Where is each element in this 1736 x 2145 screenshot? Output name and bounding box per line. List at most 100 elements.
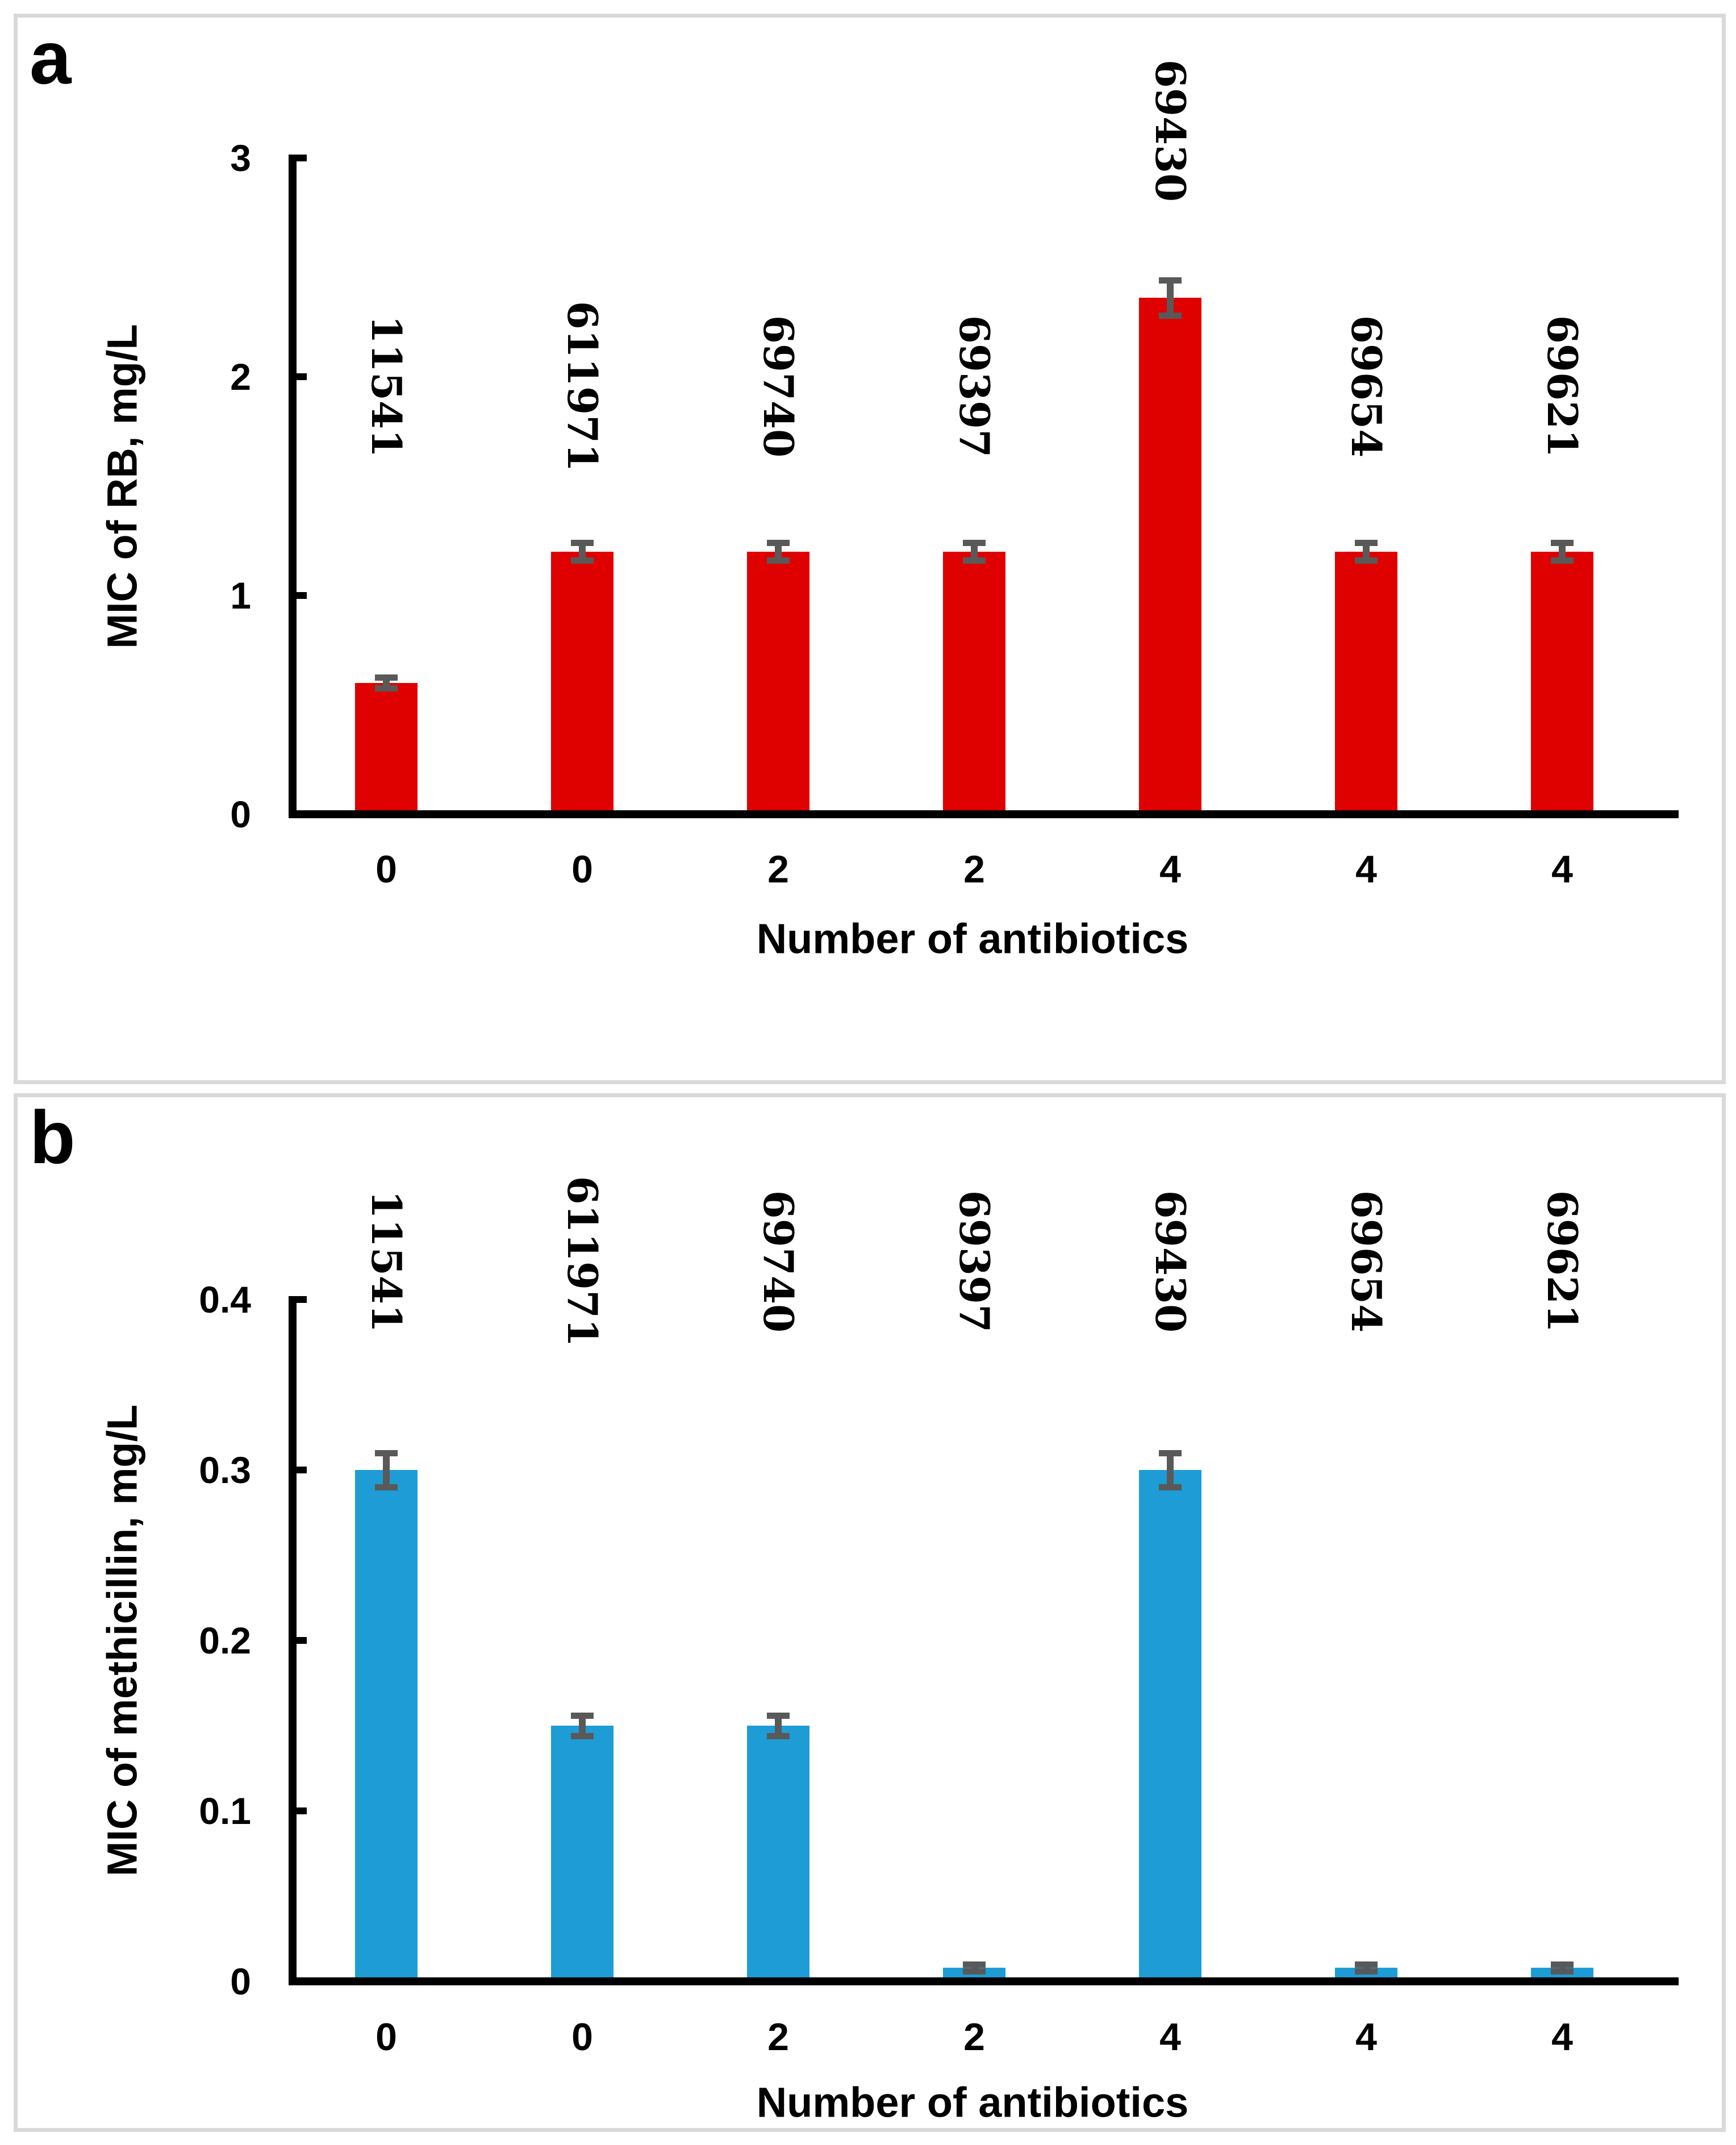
x-category-label: 4 — [1551, 2015, 1573, 2059]
error-bar-cap — [1159, 312, 1182, 319]
y-tick — [289, 1467, 307, 1473]
error-bar-cap — [1551, 557, 1574, 564]
x-category-label: 2 — [963, 2015, 985, 2059]
error-bar-stem — [775, 1715, 782, 1736]
error-bar-stem — [971, 543, 978, 561]
error-bar-cap — [1159, 277, 1182, 284]
y-tick-label: 0.3 — [199, 1449, 251, 1491]
strain-label: 69397 — [950, 1190, 999, 1333]
error-bar-cap — [767, 1732, 790, 1739]
error-bar-stem — [775, 543, 782, 561]
strain-label: 69621 — [1538, 315, 1587, 458]
y-tick-label: 0 — [230, 1960, 251, 2002]
error-bar-cap — [1551, 1968, 1574, 1975]
bar — [1139, 1470, 1201, 1981]
y-tick-label: 0.1 — [199, 1790, 251, 1832]
error-bar-cap — [1355, 557, 1378, 564]
error-bar-cap — [1355, 1961, 1378, 1968]
error-bar-cap — [1159, 1450, 1182, 1456]
bar — [747, 1726, 809, 1981]
x-category-label: 0 — [375, 848, 397, 891]
y-tick-label: 0.2 — [199, 1619, 251, 1661]
x-category-label: 2 — [963, 848, 985, 891]
x-category-label: 0 — [375, 2015, 397, 2059]
y-tick — [289, 811, 307, 818]
panel-a-frame — [14, 14, 1726, 1084]
x-category-label: 0 — [571, 2015, 593, 2059]
strain-label: 69654 — [1342, 315, 1391, 458]
panel-letter: a — [30, 16, 72, 99]
y-tick — [289, 592, 307, 599]
error-bar-cap — [963, 1961, 986, 1968]
x-category-label: 4 — [1355, 848, 1377, 891]
x-axis-line — [289, 1977, 1679, 1985]
y-axis-line — [289, 158, 297, 818]
error-bar-stem — [1167, 1453, 1174, 1487]
strain-label: 69430 — [1146, 59, 1195, 202]
strain-label: 69397 — [950, 315, 999, 458]
x-category-label: 4 — [1355, 2015, 1377, 2059]
error-bar-cap — [1159, 1484, 1182, 1490]
y-tick — [289, 1807, 307, 1814]
x-category-label: 4 — [1159, 848, 1181, 891]
x-category-label: 2 — [767, 2015, 789, 2059]
bar — [1531, 552, 1593, 814]
strain-label: 611971 — [558, 301, 607, 472]
error-bar-stem — [1363, 543, 1370, 561]
x-category-label: 0 — [571, 848, 593, 891]
error-bar-stem — [1167, 280, 1174, 316]
strain-label: 69430 — [1146, 1190, 1195, 1333]
error-bar-cap — [375, 1450, 398, 1456]
bar — [355, 683, 418, 814]
x-category-label: 4 — [1159, 2015, 1181, 2059]
error-bar-cap — [571, 557, 594, 564]
error-bar-cap — [767, 1712, 790, 1719]
error-bar-cap — [767, 540, 790, 547]
bar — [1335, 552, 1397, 814]
y-tick-label: 2 — [230, 356, 251, 398]
error-bar-cap — [767, 557, 790, 564]
y-tick — [289, 373, 307, 380]
bar — [1139, 298, 1201, 814]
y-tick-label: 0 — [230, 793, 251, 835]
strain-label: 11541 — [362, 1190, 411, 1333]
strain-label: 69740 — [754, 315, 803, 458]
error-bar-cap — [1355, 540, 1378, 547]
y-tick-label: 3 — [230, 137, 251, 179]
bar — [747, 552, 809, 814]
x-category-label: 2 — [767, 848, 789, 891]
strain-label: 69740 — [754, 1190, 803, 1333]
error-bar-cap — [571, 1732, 594, 1739]
y-tick — [289, 1296, 307, 1303]
error-bar-cap — [375, 1484, 398, 1490]
error-bar-stem — [579, 543, 586, 561]
panel-b-frame — [14, 1093, 1726, 2132]
strain-label: 69621 — [1538, 1190, 1587, 1333]
x-axis-title: Number of antibiotics — [756, 2079, 1189, 2126]
bar — [943, 552, 1005, 814]
x-axis-line — [289, 810, 1679, 818]
error-bar-cap — [963, 540, 986, 547]
error-bar-cap — [571, 1712, 594, 1719]
strain-label: 69654 — [1342, 1190, 1391, 1333]
error-bar-cap — [1551, 1961, 1574, 1968]
x-axis-title: Number of antibiotics — [756, 915, 1189, 963]
error-bar-cap — [963, 557, 986, 564]
bar — [551, 1726, 614, 1981]
y-tick — [289, 1637, 307, 1644]
bar — [355, 1470, 418, 1981]
error-bar-cap — [1551, 540, 1574, 547]
error-bar-stem — [1559, 543, 1566, 561]
y-tick-label: 1 — [230, 574, 251, 617]
error-bar-cap — [571, 540, 594, 547]
x-category-label: 4 — [1551, 848, 1573, 891]
panel-letter: b — [30, 1096, 76, 1179]
y-tick — [289, 155, 307, 161]
y-tick — [289, 1978, 307, 1985]
strain-label: 611971 — [558, 1176, 607, 1347]
error-bar-cap — [963, 1968, 986, 1975]
error-bar-cap — [1355, 1968, 1378, 1975]
strain-label: 11541 — [362, 315, 411, 458]
error-bar-cap — [375, 685, 398, 692]
